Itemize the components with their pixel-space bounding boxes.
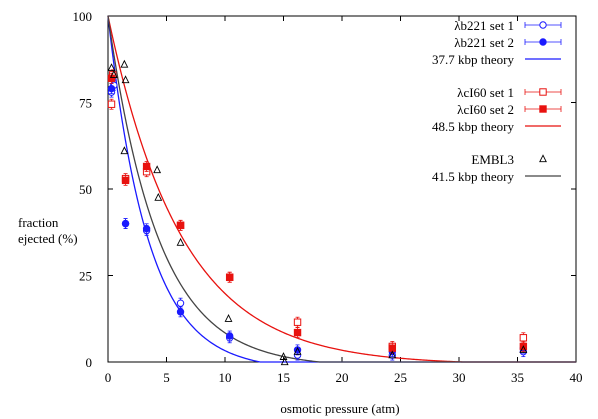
y-tick-label: 25: [79, 269, 92, 284]
data-point--ci60-set-1: [293, 318, 302, 326]
legend-item: λcI60 set 1: [457, 85, 562, 100]
legend-item: λb221 set 2: [454, 35, 562, 50]
data-point-embl3: [176, 237, 185, 246]
data-point--ci60-set-1: [519, 334, 528, 342]
data-point--b221-set-1: [176, 299, 185, 307]
x-axis-title: osmotic pressure (atm): [280, 401, 399, 416]
legend: λb221 set 1 λb221 set 2 37.7 kbp theory λcI…: [432, 18, 562, 184]
data-point-embl3: [519, 345, 528, 354]
x-tick-label: 5: [163, 370, 170, 385]
data-point--b221-set-2: [176, 308, 185, 316]
x-tick-label: 35: [511, 370, 524, 385]
x-tick-label: 20: [336, 370, 349, 385]
x-tick-label: 30: [453, 370, 466, 385]
data-point-embl3: [153, 165, 162, 174]
data-point--ci60-set-2: [176, 221, 185, 230]
data-point-embl3: [120, 146, 129, 155]
data-point--ci60-set-2: [121, 176, 130, 185]
legend-label: λb221 set 1: [454, 18, 514, 33]
y-tick-label: 75: [79, 96, 92, 111]
data-point-embl3: [293, 346, 302, 355]
legend-marker: [539, 38, 547, 46]
data-point--b221-set-2: [107, 84, 116, 93]
legend-label: λb221 set 2: [454, 35, 514, 50]
legend-label: λcI60 set 1: [457, 85, 514, 100]
y-axis-title-line1: fraction: [18, 215, 59, 230]
axis-labels: fraction ejected (%) osmotic pressure (a…: [18, 215, 400, 416]
y-axis-title-line2: ejected (%): [18, 231, 78, 246]
data-point-embl3: [224, 314, 233, 322]
x-tick-label: 0: [105, 370, 112, 385]
legend-item: 41.5 kbp theory: [432, 169, 561, 184]
data-point--b221-set-2: [225, 332, 234, 340]
data-point-embl3: [109, 70, 118, 78]
data-point-embl3: [388, 350, 397, 359]
y-tick-label: 50: [79, 182, 92, 197]
x-tick-label: 15: [277, 370, 290, 385]
legend-marker: [539, 21, 547, 29]
legend-item: λcI60 set 2: [457, 102, 562, 117]
theory-curve-37-7-kbp-theory: [107, 15, 576, 363]
data-point--ci60-set-1: [107, 100, 116, 108]
x-tick-label: 40: [570, 370, 583, 385]
data-point-embl3: [120, 59, 129, 68]
y-tick-label: 0: [86, 355, 93, 370]
legend-item: λb221 set 1: [454, 18, 562, 33]
legend-item: 37.7 kbp theory: [432, 52, 561, 67]
legend-label: λcI60 set 2: [457, 102, 514, 117]
data-point--ci60-set-2: [293, 328, 302, 337]
legend-marker: [539, 154, 547, 163]
data-point--ci60-set-2: [225, 273, 234, 281]
legend-label: 37.7 kbp theory: [432, 52, 514, 67]
y-tick-label: 100: [73, 9, 93, 24]
legend-item: 48.5 kbp theory: [432, 119, 561, 134]
legend-label: 41.5 kbp theory: [432, 169, 514, 184]
data-point--b221-set-2: [142, 225, 151, 233]
x-tick-label: 10: [219, 370, 232, 385]
legend-marker: [539, 105, 547, 113]
legend-label: 48.5 kbp theory: [432, 119, 514, 134]
theory-curve-48-5-kbp-theory: [107, 15, 576, 363]
legend-marker: [539, 88, 547, 96]
data-point--ci60-set-2: [142, 162, 151, 171]
data-points: [107, 59, 528, 366]
data-point-embl3: [121, 75, 130, 84]
x-tick-label: 25: [394, 370, 407, 385]
data-point-embl3: [154, 192, 163, 201]
legend-item: EMBL3: [471, 152, 547, 167]
data-point-embl3: [107, 63, 116, 72]
data-point-embl3: [279, 352, 288, 360]
data-point-embl3: [280, 357, 289, 366]
data-point--b221-set-2: [121, 219, 130, 228]
legend-label: EMBL3: [471, 152, 514, 167]
